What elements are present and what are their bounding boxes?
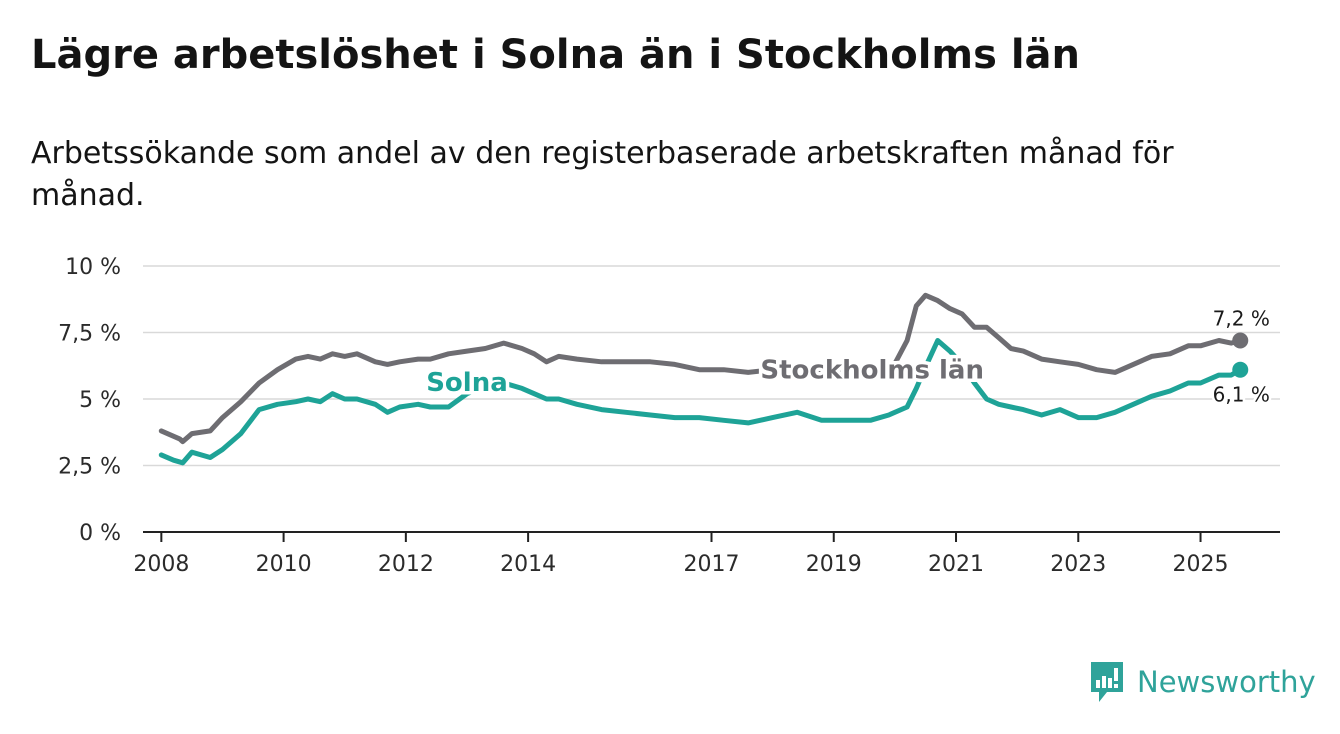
x-tick-label: 2017 [684,552,740,577]
series-lines [158,292,1249,466]
y-tick-label: 2,5 % [58,455,121,480]
newsworthy-logo-icon [1091,662,1123,702]
brand-logo: Newsworthy [1089,660,1316,704]
solna-end-value: 6,1 % [1213,383,1270,407]
y-tick-label: 7,5 % [58,322,121,347]
chart-subtitle: Arbetssökande som andel av den registerb… [31,136,1174,213]
grid-lines [143,265,1280,467]
x-tick-label: 2019 [806,552,862,577]
brand-name: Newsworthy [1137,665,1316,699]
x-tick-label: 2008 [133,552,189,577]
x-tick-label: 2010 [256,552,312,577]
line-chart: 0 % 2,5 % 5 % 7,5 % 10 % 2008 2010 2012 2014 201… [58,255,1280,577]
chart-title: Lägre arbetslöshet i Solna än i Stockhol… [31,32,1081,78]
solna-series-label: Solna [426,368,508,398]
x-tick-label: 2023 [1050,552,1106,577]
stockholms-lan-end-value: 7,2 % [1213,306,1270,330]
stockholms-lan-line [158,292,1243,445]
x-tick-label: 2021 [928,552,984,577]
x-tick-label: 2025 [1173,552,1229,577]
stockholms-lan-end-point [1232,332,1249,349]
x-tick-label: 2014 [500,552,556,577]
series-labels: 7,2 % 6,1 % Stockholms län Solna [423,304,1273,409]
y-tick-label: 0 % [79,521,121,546]
y-tick-label: 10 % [65,255,121,280]
x-tick-label: 2012 [378,552,434,577]
x-axis: 2008 2010 2012 2014 2017 2019 2021 2023 2025 [133,531,1280,577]
y-axis: 0 % 2,5 % 5 % 7,5 % 10 % [58,255,121,546]
solna-end-point [1232,361,1249,378]
stockholms-lan-series-label: Stockholms län [760,356,984,386]
y-tick-label: 5 % [79,388,121,413]
solna-line [158,338,1243,466]
